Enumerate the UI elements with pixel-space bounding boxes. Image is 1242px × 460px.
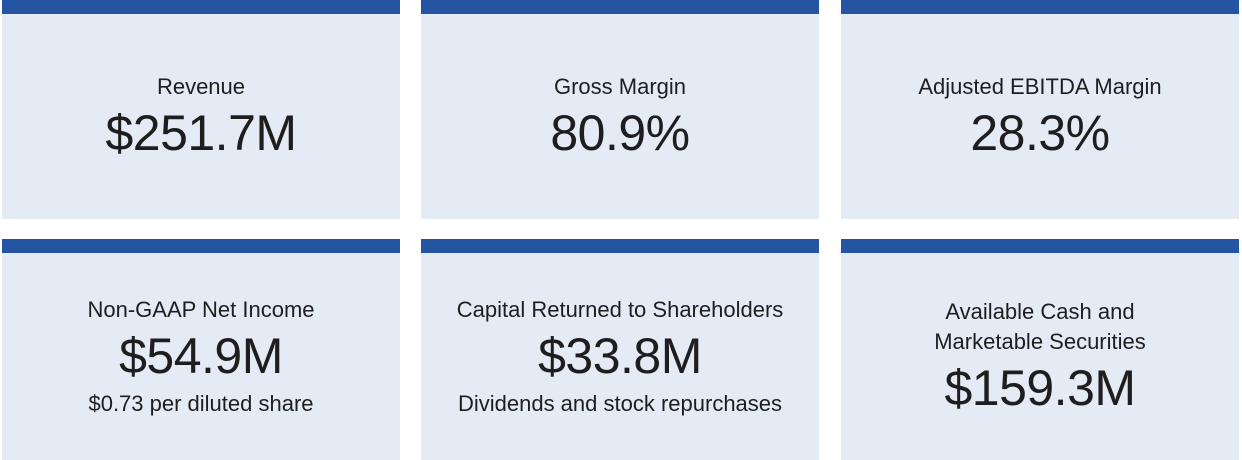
card-accent-bar bbox=[841, 0, 1239, 14]
metric-subtext: Dividends and stock repurchases bbox=[457, 391, 783, 416]
metric-label-line-1: Available Cash and bbox=[945, 298, 1135, 324]
card-accent-bar bbox=[421, 0, 819, 14]
metric-card-adjusted-ebitda-margin: Adjusted EBITDA Margin 28.3% bbox=[841, 0, 1239, 219]
metric-value: $54.9M bbox=[119, 328, 283, 384]
metric-card-gross-margin: Gross Margin 80.9% bbox=[421, 0, 819, 219]
card-content: Revenue $251.7M bbox=[2, 14, 400, 219]
card-content: Available Cash and Marketable Securities… bbox=[841, 253, 1239, 460]
card-accent-bar bbox=[421, 239, 819, 253]
metric-subtext: $0.73 per diluted share bbox=[88, 391, 314, 416]
card-content: Gross Margin 80.9% bbox=[421, 14, 819, 219]
metric-card-revenue: Revenue $251.7M bbox=[2, 0, 400, 219]
metric-value: $33.8M bbox=[538, 328, 702, 384]
metric-value: $251.7M bbox=[105, 105, 297, 161]
metric-label: Revenue bbox=[156, 74, 246, 99]
card-accent-bar bbox=[2, 239, 400, 253]
metric-label-line-2: Marketable Securities bbox=[934, 328, 1146, 354]
card-content: Adjusted EBITDA Margin 28.3% bbox=[841, 14, 1239, 219]
card-content: Non-GAAP Net Income $54.9M $0.73 per dil… bbox=[2, 253, 400, 460]
metric-label: Gross Margin bbox=[553, 74, 687, 99]
metric-label: Non-GAAP Net Income bbox=[87, 297, 315, 322]
metric-card-non-gaap-net-income: Non-GAAP Net Income $54.9M $0.73 per dil… bbox=[2, 239, 400, 460]
metric-label: Adjusted EBITDA Margin bbox=[918, 74, 1162, 99]
metric-value: $159.3M bbox=[944, 359, 1136, 416]
card-accent-bar bbox=[841, 239, 1239, 253]
metric-card-capital-returned: Capital Returned to Shareholders $33.8M … bbox=[421, 239, 819, 460]
card-accent-bar bbox=[2, 0, 400, 14]
metric-value: 28.3% bbox=[970, 105, 1110, 161]
metric-value: 80.9% bbox=[550, 105, 690, 161]
card-content: Capital Returned to Shareholders $33.8M … bbox=[421, 253, 819, 460]
metric-card-available-cash: Available Cash and Marketable Securities… bbox=[841, 239, 1239, 460]
metric-label: Capital Returned to Shareholders bbox=[456, 297, 784, 322]
